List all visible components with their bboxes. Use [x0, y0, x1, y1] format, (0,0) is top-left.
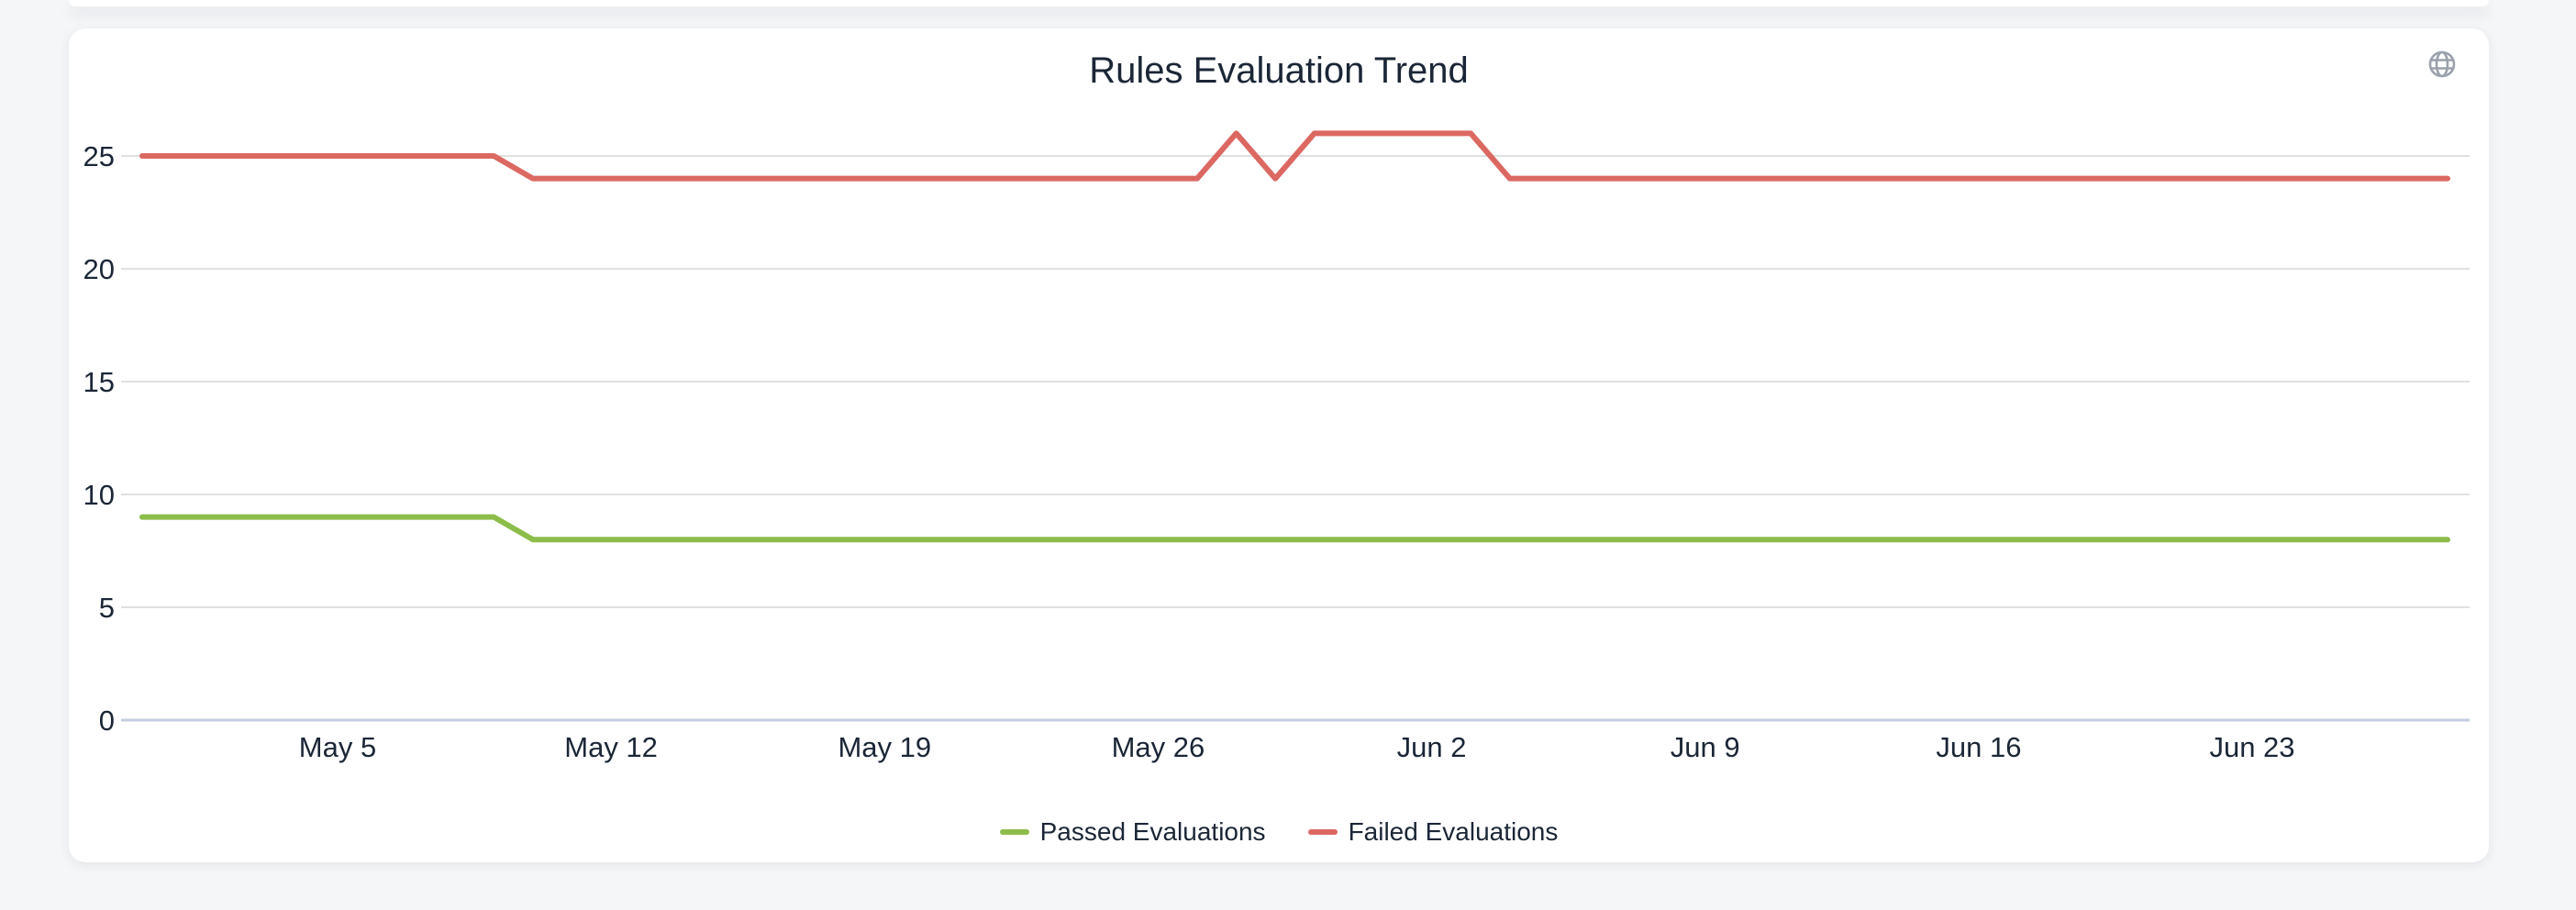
x-axis-label: May 19	[838, 731, 931, 763]
x-axis-label: Jun 2	[1397, 731, 1467, 763]
x-axis-label: May 26	[1112, 731, 1205, 763]
trend-chart[interactable]: 0 5 10 15 20 25 May 5 May 12 May 19 May 26 Jun 2 Ju…	[69, 28, 2489, 862]
globe-icon[interactable]	[2427, 50, 2457, 79]
x-axis-label: Jun 23	[2209, 731, 2294, 763]
x-axis-label: Jun 9	[1671, 731, 1740, 763]
x-axis-label: May 12	[564, 731, 658, 763]
legend-item[interactable]: Failed Evaluations	[1307, 817, 1559, 847]
y-axis-label: 20	[83, 253, 115, 285]
y-axis-label: 25	[83, 140, 115, 172]
y-axis-label: 5	[99, 592, 115, 624]
y-axis-label: 15	[83, 366, 115, 398]
previous-card-partial	[69, 0, 2489, 6]
x-axis-label: May 5	[299, 731, 376, 763]
rules-evaluation-trend-card: Rules Evaluation Trend 0 5 10 15 20 25 May 5 Ma…	[69, 28, 2489, 862]
legend-marker	[999, 829, 1029, 835]
legend-item[interactable]: Passed Evaluations	[999, 817, 1266, 847]
x-axis-label: Jun 16	[1936, 731, 2021, 763]
chart-title: Rules Evaluation Trend	[1089, 50, 1469, 91]
legend-marker	[1307, 829, 1338, 835]
y-axis-label: 0	[99, 705, 115, 737]
series-line	[139, 130, 2450, 182]
y-axis-label: 10	[83, 479, 115, 511]
legend-label: Passed Evaluations	[1039, 817, 1266, 846]
series-line	[139, 514, 2450, 543]
legend-label: Failed Evaluations	[1348, 817, 1559, 846]
chart-legend: Passed Evaluations Failed Evaluations	[69, 817, 2489, 847]
